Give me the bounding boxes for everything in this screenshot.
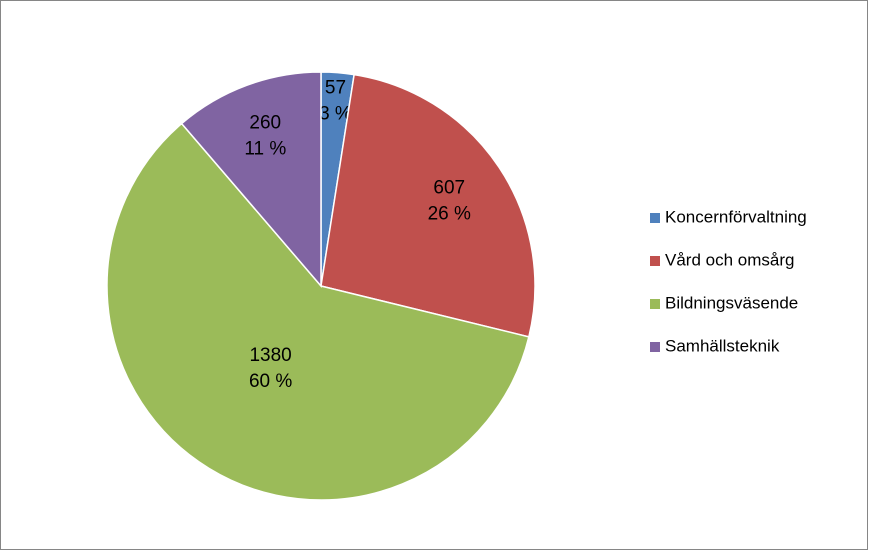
value-label: 1380 <box>249 345 291 366</box>
legend-swatch <box>650 213 660 223</box>
percent-label: 3 % <box>319 103 352 124</box>
percent-label: 11 % <box>244 138 286 159</box>
percent-label: 26 % <box>428 204 471 225</box>
value-label: 260 <box>249 112 281 133</box>
value-label: 57 <box>325 77 346 98</box>
legend-label: Koncernförvaltning <box>665 207 807 226</box>
legend-label: Bildningsväsende <box>665 293 798 312</box>
legend-swatch <box>650 299 660 309</box>
value-label: 607 <box>433 178 465 199</box>
pie-slice <box>320 73 536 338</box>
percent-label: 60 % <box>249 371 292 392</box>
legend-swatch <box>650 256 660 266</box>
pie-slice <box>106 122 530 501</box>
pie-slice <box>180 71 322 289</box>
legend-label: Vård och omsårg <box>665 250 794 269</box>
legend-label: Samhällsteknik <box>665 336 780 355</box>
legend-swatch <box>650 342 660 352</box>
